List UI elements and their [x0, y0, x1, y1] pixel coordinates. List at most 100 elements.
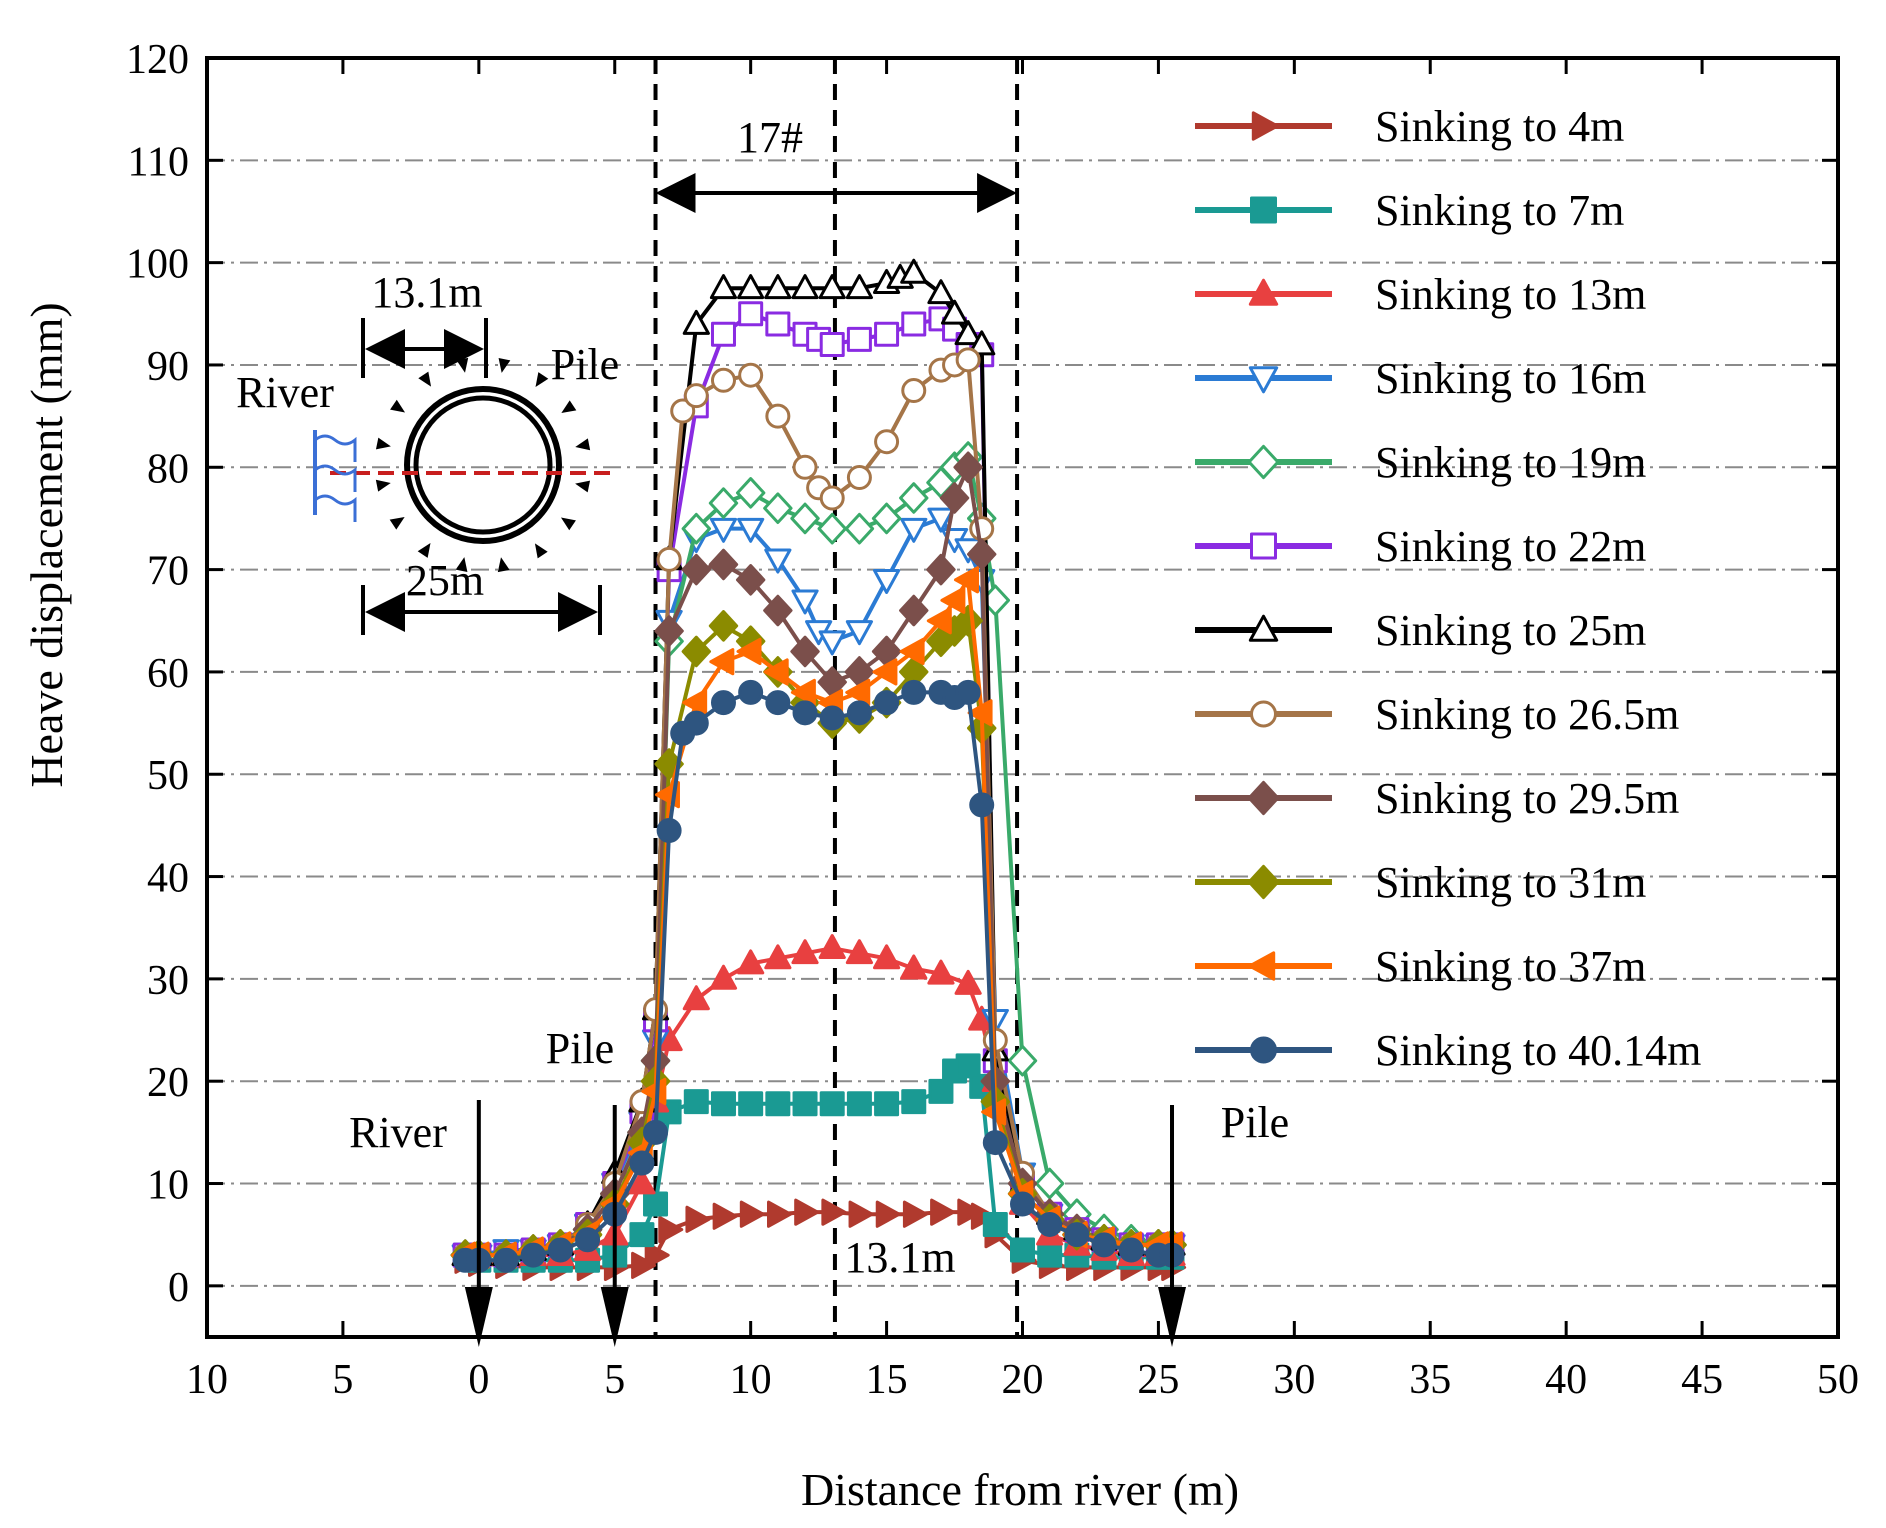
soil-mark-12: [498, 357, 511, 373]
series-1-point-7: [629, 1222, 655, 1248]
series-7-point-18: [846, 465, 872, 491]
series-11-point-7: [629, 1150, 655, 1176]
series-2-point-10: [682, 985, 710, 1011]
series-0-point-20: [957, 1198, 983, 1226]
legend-label-0: Sinking to 4m: [1375, 102, 1624, 151]
series-11-point-11: [683, 710, 709, 736]
series-line-4: [465, 455, 1173, 1258]
soil-mark-3: [497, 557, 510, 573]
y-tick-label-0: 0: [168, 1265, 189, 1311]
series-2-point-12: [737, 949, 765, 975]
series-11-point-12: [710, 690, 736, 716]
series-6-point-20: [927, 279, 955, 305]
series-11-point-9: [656, 818, 682, 844]
series-3-point-20: [927, 507, 955, 533]
series-1-point-18: [901, 1089, 927, 1115]
legend-item-2: Sinking to 13m: [1195, 270, 1646, 319]
soil-mark-1: [560, 517, 576, 531]
series-8-point-12: [735, 564, 766, 596]
pile-circle-outer: [404, 386, 562, 544]
series-5-point-17: [846, 326, 872, 352]
inset-pile-label: Pile: [551, 340, 619, 389]
soil-mark-4: [455, 557, 468, 573]
series-0-point-15: [821, 1198, 847, 1226]
legend-marker-9: [1247, 864, 1280, 900]
pile-arrow-left: [600, 1105, 629, 1347]
series-10-point-10: [682, 689, 708, 717]
series-2-point-7: [628, 1169, 656, 1195]
series-7-point-23: [955, 347, 981, 373]
x-tick-label-3: 5: [604, 1357, 625, 1403]
series-10-point-17: [872, 658, 898, 686]
soil-mark-10: [418, 371, 432, 387]
legend-label-10: Sinking to 37m: [1375, 942, 1646, 991]
series-1-point-12: [738, 1091, 764, 1117]
series-6-point-14: [791, 274, 819, 300]
axis-ticks: 10 5 0 5 10 15 20 25 30 35 40 45 5001020304050607080…: [126, 37, 1859, 1403]
series-7-point-11: [683, 383, 709, 409]
series-3: [451, 507, 1186, 1270]
series-0-point-8: [644, 1241, 670, 1269]
series-9-point-10: [681, 635, 711, 668]
legend-label-4: Sinking to 19m: [1375, 438, 1646, 487]
legend-item-11: Sinking to 40.14m: [1195, 1026, 1701, 1075]
legend-item-8: Sinking to 29.5m: [1195, 774, 1679, 823]
soil-mark-2: [534, 543, 548, 559]
y-tick-label-5: 50: [147, 753, 189, 799]
series-11-point-3: [520, 1242, 546, 1268]
series-10-point-20: [940, 586, 966, 614]
center-label: 13.1m: [844, 1233, 955, 1282]
series-2-point-11: [709, 964, 738, 990]
legend-label-1: Sinking to 7m: [1375, 186, 1624, 235]
series-7-point-12: [710, 367, 736, 393]
series-11-point-19: [901, 679, 927, 705]
arrow-label-pile-left: Pile: [546, 1024, 614, 1073]
series-line-5: [465, 311, 1173, 1258]
series-0-point-13: [767, 1200, 792, 1228]
series-6-point-21: [940, 299, 969, 325]
x-tick-label-6: 20: [1002, 1357, 1044, 1403]
soil-mark-7: [375, 479, 391, 492]
series-7-point-20: [901, 378, 927, 404]
soil-mark-15: [575, 438, 591, 451]
series-line-6: [465, 270, 1173, 1258]
y-tick-label-7: 70: [147, 549, 189, 595]
series-0-point-9: [658, 1215, 684, 1244]
series-6-point-12: [737, 274, 765, 300]
series-2-point-18: [900, 954, 928, 980]
legend-label-11: Sinking to 40.14m: [1375, 1026, 1701, 1075]
x-tick-label-2: 0: [468, 1357, 489, 1403]
series-1-point-15: [819, 1091, 845, 1117]
series-5-point-19: [901, 311, 927, 337]
legend-item-4: Sinking to 19m: [1195, 438, 1646, 487]
series-2-point-14: [791, 939, 819, 965]
legend-marker-3: [1248, 366, 1279, 394]
series-8-point-10: [681, 553, 711, 586]
legend-item-1: Sinking to 7m: [1195, 186, 1624, 235]
series-8-point-22: [967, 538, 997, 571]
series-11-point-5: [575, 1227, 601, 1253]
series-7-point-9: [656, 546, 682, 572]
y-tick-label-11: 110: [128, 139, 189, 185]
series-4-point-18: [899, 482, 929, 514]
series-4-point-17: [871, 502, 902, 535]
legend-marker-4: [1247, 444, 1280, 480]
series-8-point-14: [790, 635, 820, 668]
series-11-point-16: [819, 705, 845, 731]
series-7-point-14: [765, 403, 791, 429]
legend-item-0: Sinking to 4m: [1195, 102, 1624, 151]
y-tick-label-12: 120: [126, 37, 189, 83]
series-11-point-15: [792, 700, 818, 726]
x-tick-label-11: 45: [1681, 1357, 1723, 1403]
series-8-point-21: [953, 451, 983, 484]
legend-label-2: Sinking to 13m: [1375, 270, 1646, 319]
series-0-point-11: [712, 1202, 738, 1230]
series-4-point-25: [1034, 1167, 1065, 1200]
series-11-point-24: [982, 1130, 1008, 1156]
series-4-point-13: [763, 492, 793, 525]
legend-label-7: Sinking to 26.5m: [1375, 690, 1679, 739]
series-3-point-13: [764, 548, 792, 574]
series-10-point-14: [790, 678, 816, 706]
series-4-point-15: [817, 512, 847, 545]
